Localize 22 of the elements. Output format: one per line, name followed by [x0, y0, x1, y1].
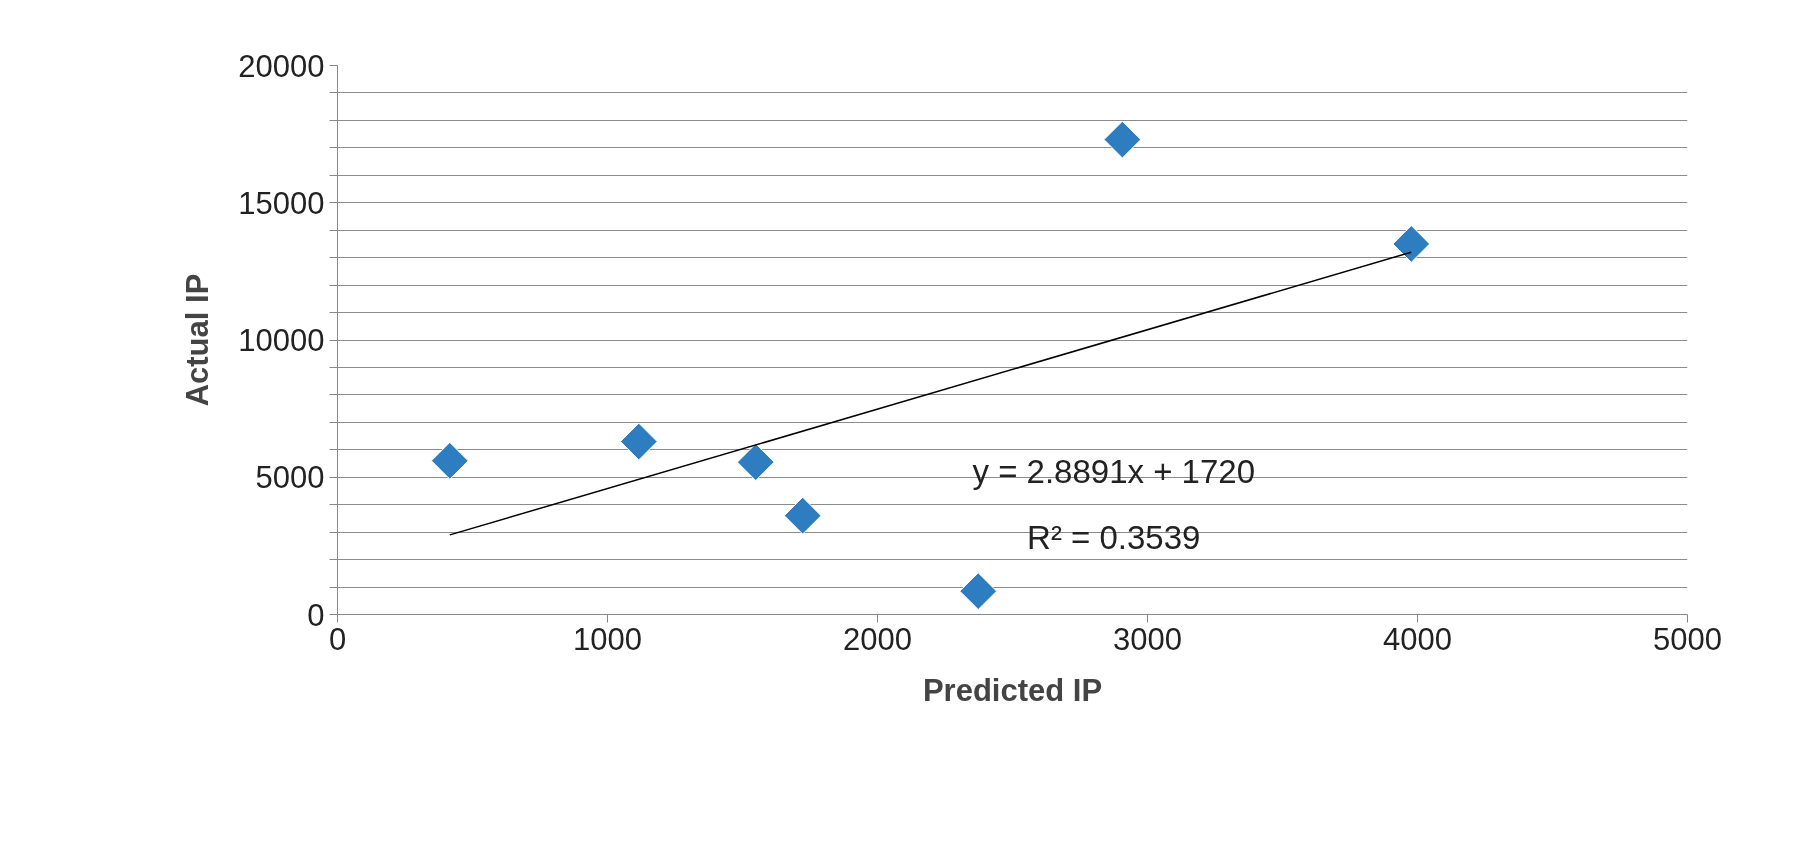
x-tick-label: 2000 — [843, 621, 912, 657]
point — [619, 422, 658, 461]
y-tick-label: 15000 — [238, 185, 325, 221]
point — [736, 443, 775, 482]
annotation: R² = 0.3539 — [1027, 519, 1201, 557]
point — [1103, 120, 1142, 159]
x-tick-label: 0 — [328, 621, 347, 657]
annotation: y = 2.8891x + 1720 — [972, 453, 1256, 491]
y-tick-label: 0 — [307, 597, 325, 633]
x-tick-label: 5000 — [1653, 621, 1722, 657]
y-axis-title: Actual IP — [180, 273, 216, 407]
x-axis-title: Predicted IP — [922, 672, 1103, 708]
point — [959, 572, 998, 611]
y-tick-label: 20000 — [238, 48, 325, 84]
point — [1392, 225, 1431, 263]
x-tick-label: 1000 — [573, 621, 642, 657]
y-tick-label: 5000 — [255, 460, 325, 496]
point — [430, 441, 469, 480]
point — [783, 496, 822, 535]
y-tick-label: 10000 — [238, 323, 325, 358]
x-tick-label: 4000 — [1383, 621, 1452, 657]
x-tick-label: 3000 — [1113, 621, 1182, 657]
